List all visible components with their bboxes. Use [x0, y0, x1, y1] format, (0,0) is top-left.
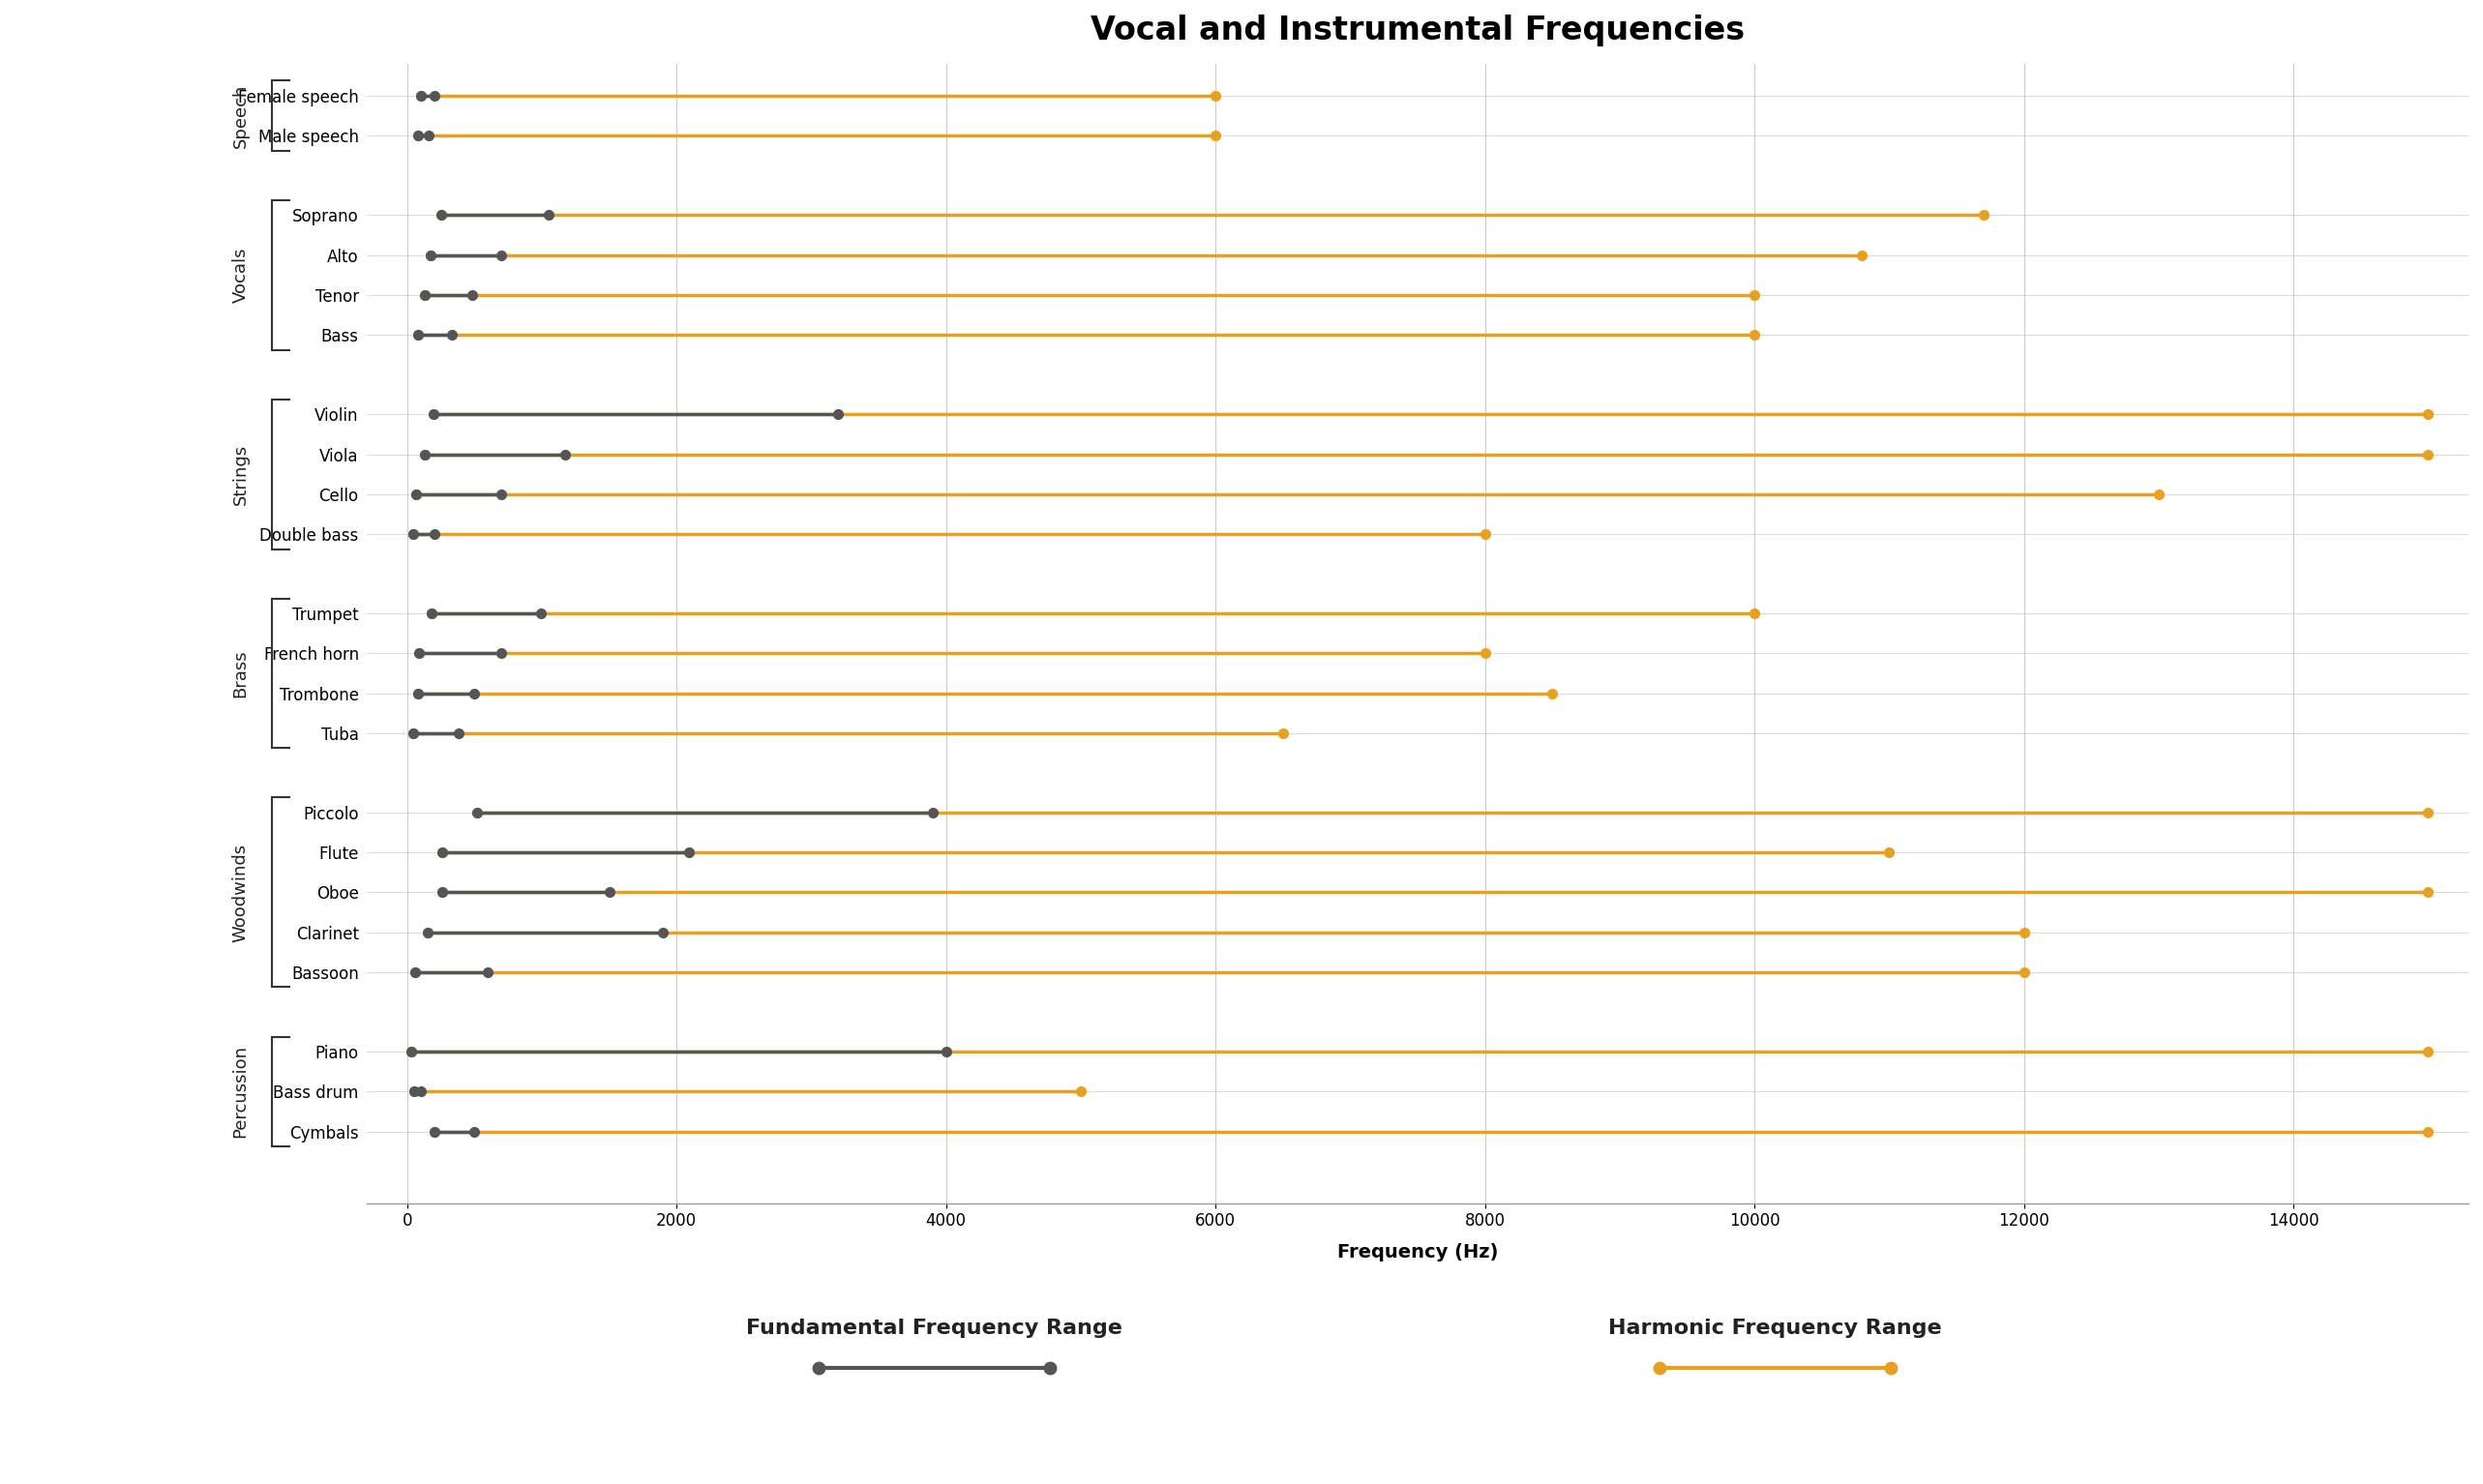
Text: Strings: Strings — [231, 444, 248, 505]
Text: Brass: Brass — [231, 650, 248, 697]
Text: Harmonic Frequency Range: Harmonic Frequency Range — [1609, 1319, 1942, 1339]
Text: Vocals: Vocals — [231, 248, 248, 303]
Text: Speech: Speech — [231, 83, 248, 148]
Text: Fundamental Frequency Range: Fundamental Frequency Range — [745, 1319, 1122, 1339]
Text: Woodwinds: Woodwinds — [231, 843, 248, 942]
X-axis label: Frequency (Hz): Frequency (Hz) — [1338, 1244, 1497, 1261]
Text: Percussion: Percussion — [231, 1045, 248, 1138]
Title: Vocal and Instrumental Frequencies: Vocal and Instrumental Frequencies — [1090, 15, 1746, 46]
